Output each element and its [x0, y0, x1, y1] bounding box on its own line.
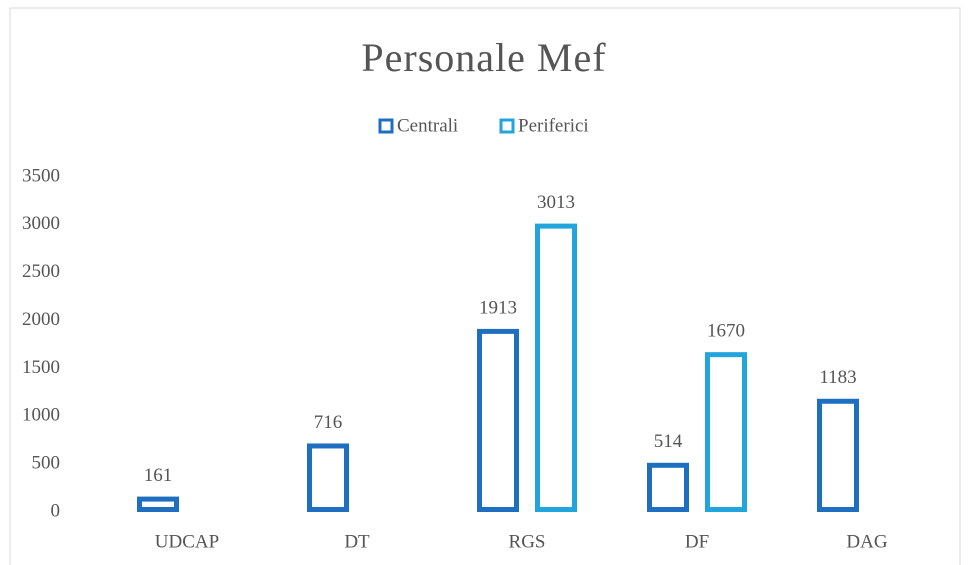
data-label: 1670 — [707, 321, 745, 342]
legend-marker — [378, 118, 394, 134]
bar — [535, 223, 577, 512]
y-tick-label: 2000 — [22, 309, 60, 330]
bar — [817, 398, 859, 512]
y-tick-label: 1000 — [22, 405, 60, 426]
y-tick-label: 500 — [32, 453, 61, 474]
data-label: 161 — [144, 465, 173, 486]
x-tick-label: DAG — [846, 531, 887, 552]
data-label: 514 — [654, 431, 683, 452]
y-tick-label: 1500 — [22, 357, 60, 378]
x-tick-label: DF — [685, 531, 709, 552]
bar — [307, 443, 349, 512]
data-label: 3013 — [537, 192, 575, 213]
y-tick-label: 3500 — [22, 165, 60, 186]
x-tick-label: UDCAP — [155, 531, 219, 552]
legend-label: Centrali — [397, 115, 458, 136]
y-tick-label: 0 — [51, 500, 61, 521]
bar — [647, 462, 689, 512]
legend-marker — [499, 118, 515, 134]
chart-title: Personale Mef — [361, 35, 606, 80]
x-tick-label: DT — [344, 531, 370, 552]
bar — [137, 496, 179, 512]
y-tick-label: 2500 — [22, 261, 60, 282]
x-tick-label: RGS — [509, 531, 546, 552]
chart-border — [9, 7, 961, 565]
data-label: 1183 — [819, 367, 856, 388]
legend-label: Periferici — [518, 115, 589, 136]
data-label: 716 — [314, 412, 343, 433]
y-tick-label: 3000 — [22, 213, 60, 234]
bar — [705, 352, 747, 512]
data-label: 1913 — [479, 297, 517, 318]
bar — [477, 328, 519, 512]
